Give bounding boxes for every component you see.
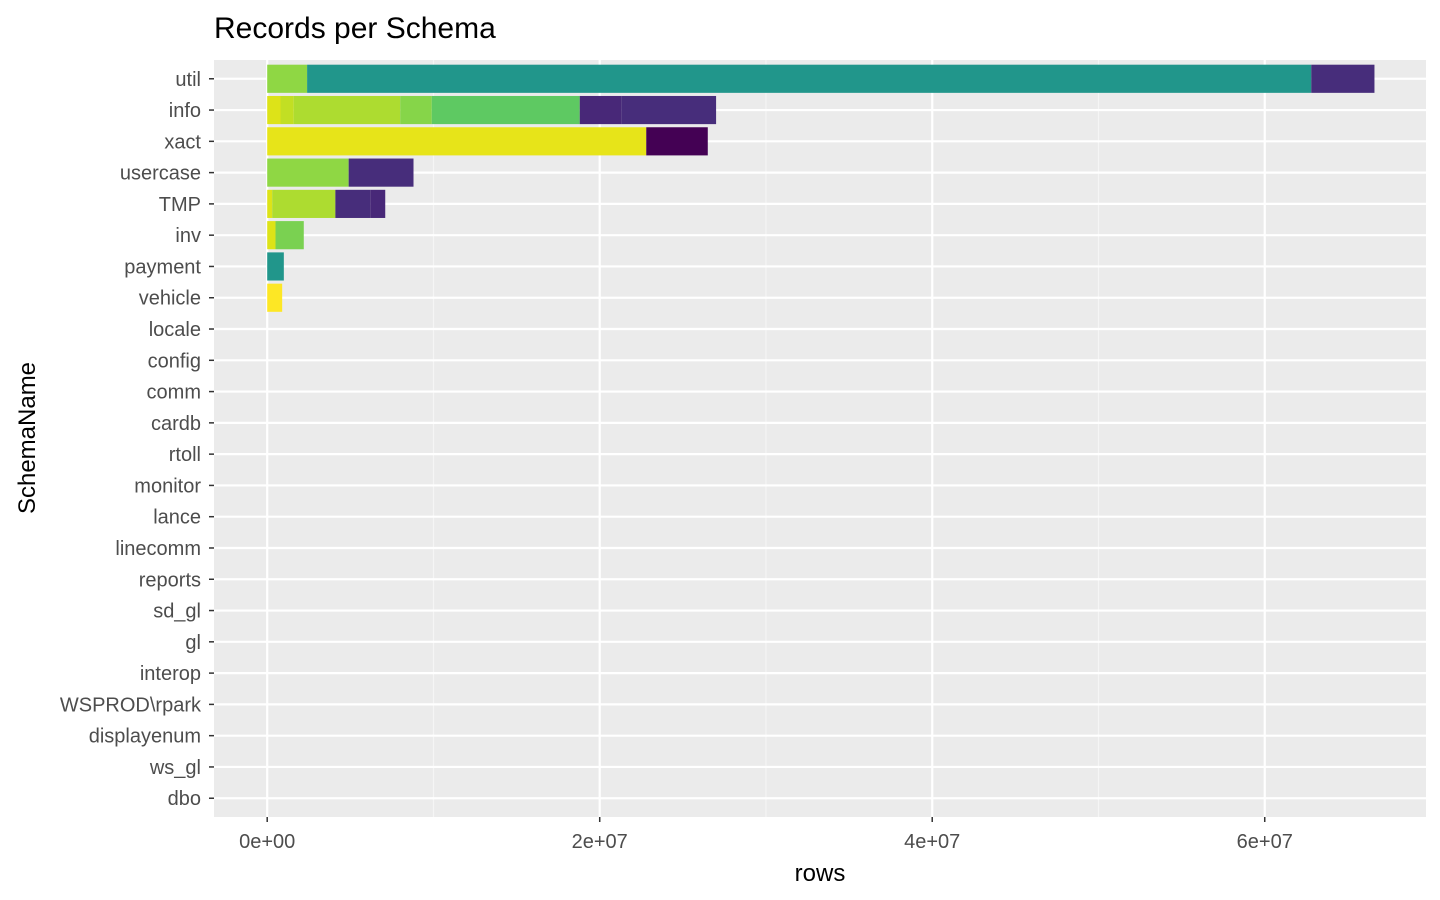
plot-panel <box>214 60 1426 817</box>
bar-segment-info-4 <box>280 95 294 125</box>
y-tick-label-17: sd_gl <box>153 601 201 623</box>
y-tick-label-15: linecomm <box>115 538 201 560</box>
bar-segment-info-3 <box>267 95 281 125</box>
bar-segment-xact-11 <box>646 127 708 156</box>
bar-segment-payment-20 <box>267 252 284 281</box>
y-tick-label-19: interop <box>140 663 201 685</box>
y-tick-label-9: config <box>148 350 201 372</box>
y-tick-label-10: comm <box>147 382 201 404</box>
bar-segment-inv-18 <box>267 221 276 250</box>
bar-segment-vehicle-21 <box>267 283 283 312</box>
y-tick-label-8: locale <box>149 319 201 341</box>
x-axis-title: rows <box>795 860 846 887</box>
y-tick-label-16: reports <box>139 569 201 591</box>
y-tick-label-21: displayenum <box>89 726 201 748</box>
x-tick-label-1: 2e+07 <box>572 831 628 853</box>
bar-segment-TMP-17 <box>370 189 386 218</box>
bar-segment-info-9 <box>621 95 717 125</box>
y-tick-label-5: inv <box>175 225 201 247</box>
minor-gridlines <box>432 60 1100 817</box>
bar-segment-info-6 <box>400 95 432 125</box>
y-tick-label-20: WSPROD\rpark <box>60 694 202 716</box>
x-tick-label-2: 4e+07 <box>904 831 960 853</box>
y-tick-label-6: payment <box>124 256 201 278</box>
bar-segment-xact-10 <box>267 127 647 156</box>
y-tick-label-1: info <box>169 100 201 122</box>
x-axis: 0e+00 2e+07 4e+07 6e+07 <box>239 817 1293 853</box>
bar-segment-util-1 <box>307 64 1312 93</box>
y-tick-label-4: TMP <box>159 194 201 216</box>
y-tick-label-23: dbo <box>168 788 201 810</box>
y-tick-label-2: xact <box>164 131 201 153</box>
bar-segment-TMP-15 <box>272 189 336 218</box>
bars <box>267 64 1375 312</box>
bar-segment-info-7 <box>431 95 580 125</box>
bar-segment-info-5 <box>293 95 401 125</box>
bar-segment-info-8 <box>579 95 622 125</box>
bar-segment-TMP-14 <box>267 189 273 218</box>
y-tick-label-18: gl <box>185 632 201 654</box>
chart-title: Records per Schema <box>214 12 496 45</box>
bar-segment-usercase-13 <box>348 158 414 187</box>
y-axis: util info xact usercase TMP inv payment vehicle… <box>60 69 214 810</box>
y-tick-label-11: cardb <box>151 413 201 435</box>
bar-segment-TMP-16 <box>335 189 371 218</box>
bar-segment-usercase-12 <box>267 158 349 187</box>
y-tick-label-12: rtoll <box>169 444 201 466</box>
x-tick-label-0: 0e+00 <box>239 831 295 853</box>
y-tick-label-0: util <box>175 69 201 91</box>
y-axis-title: SchemaName <box>14 362 41 514</box>
bar-segment-inv-19 <box>275 221 304 250</box>
y-tick-label-3: usercase <box>120 163 201 185</box>
y-tick-label-22: ws_gl <box>149 757 201 779</box>
bar-segment-util-0 <box>267 64 308 93</box>
y-tick-label-7: vehicle <box>139 288 201 310</box>
y-tick-label-13: monitor <box>134 475 201 497</box>
bar-segment-util-2 <box>1311 64 1375 93</box>
x-tick-label-3: 6e+07 <box>1237 831 1293 853</box>
y-tick-label-14: lance <box>153 507 201 529</box>
